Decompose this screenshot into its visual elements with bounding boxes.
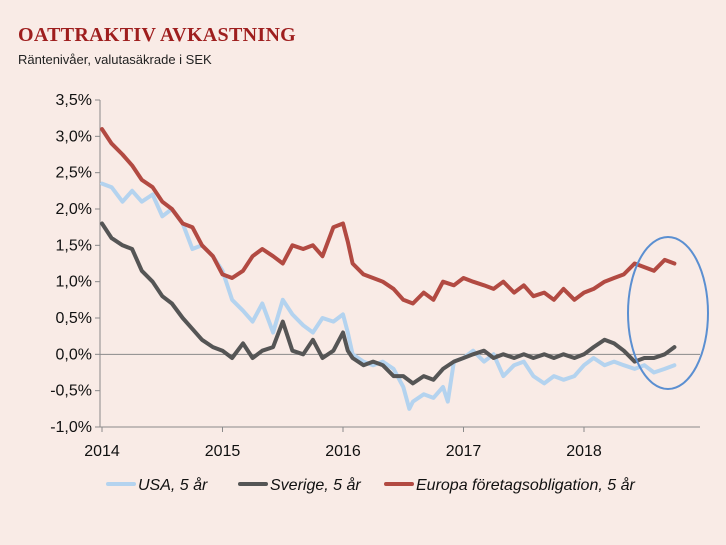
y-tick-label: 3,5% [56, 92, 92, 109]
x-tick-label: 2017 [446, 443, 482, 460]
legend-label-0: USA, 5 år [138, 476, 208, 494]
y-tick-label: 2,5% [56, 165, 92, 182]
legend-label-2: Europa företagsobligation, 5 år [416, 476, 635, 494]
y-tick-label: -1,0% [50, 419, 92, 436]
y-tick-label: 0,5% [56, 310, 92, 327]
y-tick-label: -0,5% [50, 383, 92, 400]
series-line-2 [100, 127, 677, 306]
y-tick-label: 1,5% [56, 237, 92, 254]
y-tick-label: 3,0% [56, 128, 92, 145]
plot-area: 3,5% 3,0% 2,5% 2,0% 1,5% 1,0% 0,5% 0,0% -0,5% -1,… [50, 92, 709, 494]
x-tick-label: 2018 [566, 443, 602, 460]
x-tick-label: 2016 [325, 443, 361, 460]
chart-title: OATTRAKTIV AVKASTNING [18, 24, 297, 46]
highlight-ellipse [627, 236, 709, 390]
y-tick-label: 2,0% [56, 201, 92, 218]
series-line-1 [100, 221, 677, 386]
y-tick-label: 0,0% [56, 346, 92, 363]
x-tick-label: 2015 [205, 443, 241, 460]
series-line-0 [100, 181, 677, 411]
chart-subtitle: Räntenivåer, valutasäkrade i SEK [18, 52, 212, 67]
legend-label-1: Sverige, 5 år [270, 476, 361, 494]
x-tick-label: 2014 [84, 443, 120, 460]
y-tick-label: 1,0% [56, 274, 92, 291]
